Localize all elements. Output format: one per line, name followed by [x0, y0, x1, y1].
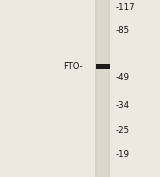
Text: FTO-: FTO- — [64, 62, 83, 71]
Text: -34: -34 — [115, 101, 129, 110]
Text: -49: -49 — [115, 73, 129, 82]
Text: -117: -117 — [115, 3, 135, 12]
Text: -19: -19 — [115, 150, 129, 159]
Text: -25: -25 — [115, 126, 129, 135]
Bar — [96, 64, 110, 69]
Bar — [95, 0, 110, 177]
Text: -85: -85 — [115, 27, 129, 35]
Bar — [97, 0, 108, 177]
